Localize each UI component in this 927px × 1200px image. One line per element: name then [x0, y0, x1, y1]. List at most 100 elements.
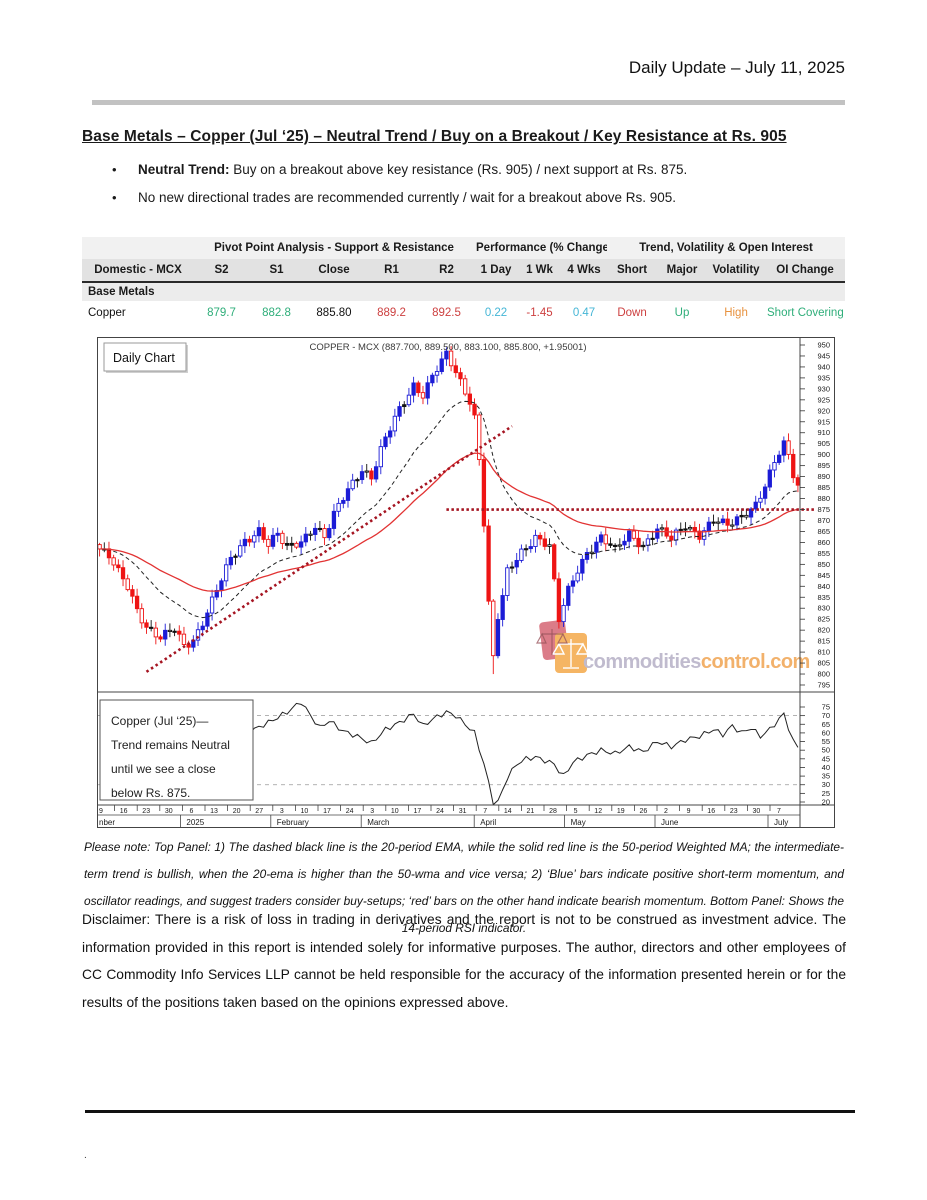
footer-rule	[85, 1110, 855, 1113]
y-tick-label: 830	[817, 604, 830, 613]
y-tick-label: 945	[817, 351, 830, 360]
day-label: 9	[687, 808, 691, 815]
candle-body	[172, 630, 177, 633]
candle-body	[359, 471, 365, 481]
day-label: 6	[189, 808, 193, 815]
y-tick-label: 910	[817, 428, 830, 437]
candle-body	[589, 551, 594, 554]
day-label: 31	[459, 808, 467, 815]
bullet-list: Neutral Trend: Buy on a breakout above k…	[104, 162, 824, 218]
candle-body	[598, 534, 604, 543]
chart-title: COPPER - MCX (887.700, 889.500, 883.100,…	[309, 342, 586, 353]
y-tick-label: 810	[817, 648, 830, 657]
month-label: February	[277, 818, 309, 827]
y-tick-label: 815	[817, 637, 830, 646]
candle-body	[233, 555, 238, 558]
y-tick-label: 930	[817, 384, 830, 393]
candle-body	[158, 636, 163, 640]
table-cell: S1	[249, 259, 304, 283]
y-tick-label: 950	[817, 341, 830, 350]
candle-body	[130, 589, 135, 597]
watermark: commoditiescontrol.com	[535, 620, 810, 673]
candle-body	[683, 528, 688, 531]
day-label: 13	[210, 808, 218, 815]
candle-body	[373, 466, 379, 480]
candle-body	[420, 392, 426, 399]
candle-body	[514, 559, 519, 568]
y-tick-label: 940	[817, 362, 830, 371]
candle-body	[556, 578, 562, 623]
candle-body	[397, 406, 402, 417]
candle-body	[725, 518, 730, 526]
candle-body	[692, 526, 697, 532]
pivot-point-table: Pivot Point Analysis - Support & Resista…	[82, 237, 846, 325]
x-axis-months: nber 2025 February March April May June July	[99, 815, 788, 828]
candle-body	[669, 535, 674, 541]
day-label: 10	[391, 808, 399, 815]
day-label: 10	[301, 808, 309, 815]
candle-body	[594, 541, 599, 553]
candle-body	[748, 508, 754, 518]
candle-body	[608, 543, 613, 546]
table-cell: 879.7	[194, 301, 249, 325]
candle-body	[97, 544, 102, 550]
day-label: 21	[527, 808, 535, 815]
candle-body	[214, 589, 219, 598]
candle-body	[149, 626, 154, 629]
table-cell: Up	[657, 301, 708, 325]
page-header: Daily Update – July 11, 2025	[628, 58, 845, 77]
candle-body	[134, 595, 140, 610]
day-label: 27	[255, 808, 263, 815]
candle-body	[584, 552, 590, 560]
candle-body	[645, 538, 651, 546]
table-cell: S2	[194, 259, 249, 283]
candle-body	[430, 374, 435, 384]
rsi-tick-label: 30	[822, 780, 830, 789]
candle-body	[275, 532, 280, 536]
rsi-tick-label: 45	[822, 754, 830, 763]
candle-body	[472, 403, 477, 416]
rsi-tick-label: 70	[822, 711, 830, 720]
candle-body	[500, 595, 505, 620]
candle-body	[256, 527, 262, 537]
candle-body	[631, 530, 637, 539]
annotation-line: below Rs. 875.	[111, 786, 190, 800]
day-label: 16	[120, 808, 128, 815]
candle-body	[388, 430, 393, 438]
candle-body	[706, 521, 712, 532]
candle-body	[238, 545, 243, 557]
table-cell: Trend, Volatility & Open Interest	[607, 237, 846, 259]
month-label: 2025	[186, 818, 204, 827]
month-label: April	[480, 818, 496, 827]
candle-body	[205, 612, 210, 627]
candle-body	[369, 470, 374, 480]
candle-body	[411, 382, 416, 396]
table-cell: Short Covering	[765, 301, 846, 325]
candle-body	[791, 453, 796, 479]
month-label: July	[774, 818, 788, 827]
candle-body	[481, 459, 487, 527]
bullet-item: No new directional trades are recommende…	[104, 190, 824, 205]
candle-body	[313, 527, 318, 535]
annotation-line: Trend remains Neutral	[111, 738, 230, 752]
table-cell: Copper	[82, 301, 194, 325]
candle-body	[416, 382, 421, 394]
day-label: 16	[707, 808, 715, 815]
candle-body	[491, 600, 496, 657]
candle-body	[711, 521, 716, 524]
table-cell: Major	[657, 259, 708, 283]
day-label: 2	[664, 808, 668, 815]
candle-body	[636, 537, 641, 548]
y-tick-label: 905	[817, 439, 830, 448]
rsi-tick-label: 50	[822, 746, 830, 755]
candle-body	[383, 436, 388, 448]
candle-body	[519, 548, 524, 561]
candle-body	[219, 580, 224, 591]
day-label: 28	[549, 808, 557, 815]
bullet-text: No new directional trades are recommende…	[138, 190, 677, 205]
day-label: 5	[574, 808, 578, 815]
candle-body	[734, 516, 740, 526]
y-tick-label: 865	[817, 527, 830, 536]
